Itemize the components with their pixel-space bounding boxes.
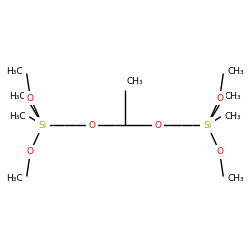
- Text: CH₃: CH₃: [228, 67, 244, 76]
- Text: CH₃: CH₃: [224, 112, 241, 121]
- Text: Si: Si: [38, 120, 47, 130]
- Text: O: O: [155, 120, 162, 130]
- Text: O: O: [216, 94, 223, 103]
- Text: O: O: [27, 147, 34, 156]
- Text: O: O: [27, 94, 34, 103]
- Text: Si: Si: [203, 120, 212, 130]
- Text: H₃C: H₃C: [9, 92, 25, 101]
- Text: H₃C: H₃C: [9, 112, 25, 121]
- Text: H₃C: H₃C: [6, 67, 22, 76]
- Text: H₃C: H₃C: [6, 174, 22, 183]
- Text: CH₃: CH₃: [228, 174, 244, 183]
- Text: O: O: [88, 120, 95, 130]
- Text: O: O: [216, 147, 223, 156]
- Text: CH₃: CH₃: [224, 92, 241, 101]
- Text: CH₃: CH₃: [126, 77, 143, 86]
